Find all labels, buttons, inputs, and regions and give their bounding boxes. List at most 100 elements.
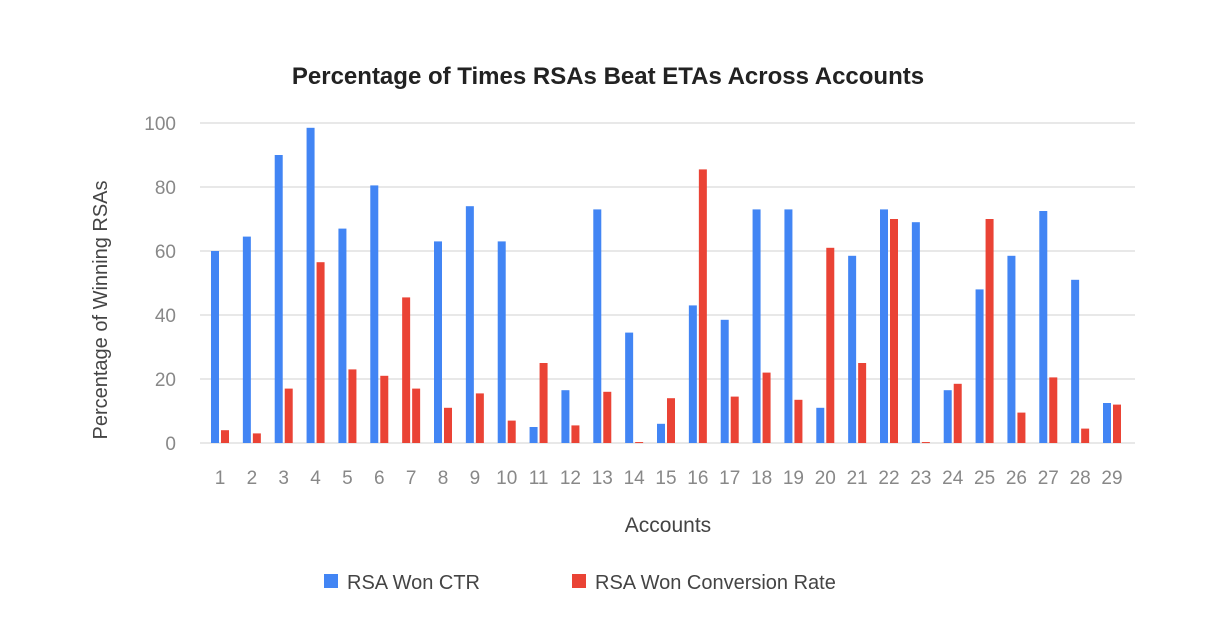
bar-ctr-12 [561, 390, 570, 443]
x-tick-label: 11 [529, 468, 549, 489]
bar-ctr-13 [593, 209, 602, 443]
x-axis-label: Accounts [625, 514, 711, 537]
legend-label-conversion: RSA Won Conversion Rate [595, 572, 836, 594]
bar-conversion-23 [921, 442, 930, 444]
bar-conversion-16 [698, 169, 707, 443]
bar-conversion-18 [762, 372, 771, 443]
x-tick-label: 12 [560, 468, 581, 489]
bar-conversion-14 [635, 442, 644, 444]
x-tick-label: 21 [847, 468, 868, 489]
bar-conversion-5 [348, 369, 357, 443]
bar-ctr-8 [434, 241, 442, 443]
x-tick-label: 26 [1006, 468, 1027, 489]
bar-conversion-20 [826, 247, 835, 443]
x-tick-label: 4 [310, 468, 321, 489]
x-tick-label: 15 [655, 468, 676, 489]
y-axis-label: Percentage of Winning RSAs [90, 180, 112, 439]
x-tick-label: 23 [910, 468, 931, 489]
y-tick-label: 40 [155, 306, 176, 327]
bar-conversion-17 [730, 396, 739, 443]
bar-ctr-1 [211, 251, 219, 443]
bar-ctr-21 [848, 255, 857, 443]
bar-conversion-15 [667, 398, 675, 443]
bar-ctr-26 [1007, 255, 1016, 443]
bar-ctr-20 [816, 407, 825, 443]
x-tick-label: 27 [1038, 468, 1059, 489]
bar-ctr-10 [497, 241, 506, 443]
bar-conversion-26 [1017, 412, 1026, 443]
x-tick-label: 14 [624, 468, 646, 489]
bar-conversion-4 [316, 262, 325, 443]
bar-conversion-29 [1113, 404, 1121, 443]
bar-conversion-21 [858, 363, 867, 443]
bar-ctr-9 [465, 206, 474, 443]
x-tick-label: 22 [878, 468, 899, 489]
bar-ctr-5 [338, 228, 347, 443]
x-tick-label: 7 [406, 468, 417, 489]
bar-ctr-23 [911, 222, 920, 443]
x-tick-label: 18 [751, 468, 772, 489]
bar-conversion-12 [571, 425, 580, 443]
legend-label-ctr: RSA Won CTR [347, 572, 480, 594]
y-tick-label: 80 [155, 178, 176, 199]
x-tick-label: 5 [342, 468, 353, 489]
bar-conversion-19 [794, 399, 803, 443]
chart-title: Percentage of Times RSAs Beat ETAs Acros… [292, 63, 924, 90]
y-tick-label: 60 [155, 242, 176, 263]
x-tick-label: 2 [247, 468, 258, 489]
bar-conversion-10 [507, 420, 516, 443]
bar-ctr-18 [752, 209, 761, 443]
x-tick-label: 9 [470, 468, 481, 489]
x-tick-label: 24 [942, 468, 964, 489]
x-tick-label: 20 [815, 468, 836, 489]
x-tick-label: 29 [1101, 468, 1122, 489]
bar-conversion-7 [412, 388, 421, 443]
bar-ctr-17 [720, 319, 729, 443]
bar-ctr-2 [242, 236, 251, 443]
bar-ctr-14 [625, 332, 634, 443]
x-tick-label: 10 [496, 468, 517, 489]
bar-conversion-22 [890, 219, 898, 443]
y-tick-label: 0 [165, 434, 176, 455]
x-tick-label: 8 [438, 468, 449, 489]
bar-ctr-11 [529, 427, 538, 443]
bar-conversion-8 [444, 407, 452, 443]
bar-conversion-1 [221, 430, 229, 443]
bar-ctr-27 [1039, 211, 1048, 443]
bar-conversion-3 [284, 388, 293, 443]
x-tick-label: 1 [215, 468, 226, 489]
legend-swatch-ctr [324, 574, 338, 588]
bar-conversion-2 [252, 433, 261, 443]
bar-conversion-28 [1081, 428, 1090, 443]
bar-ctr-4 [306, 127, 315, 444]
bar-conversion-13 [603, 391, 612, 443]
bar-ctr-29 [1103, 403, 1111, 443]
bar-ctr-28 [1071, 279, 1080, 443]
bar-ctr-25 [975, 289, 984, 443]
legend: RSA Won CTR RSA Won Conversion Rate [324, 572, 836, 594]
bar-conversion-25 [985, 219, 994, 443]
x-tick-label: 28 [1070, 468, 1091, 489]
y-tick-label: 100 [144, 114, 176, 135]
x-tick-label: 3 [278, 468, 289, 489]
bar-conversion-27 [1049, 377, 1058, 443]
x-tick-label: 25 [974, 468, 995, 489]
bar-ctr-7 [402, 297, 411, 443]
legend-swatch-conversion [572, 574, 586, 588]
x-tick-label: 19 [783, 468, 804, 489]
bar-conversion-6 [380, 375, 389, 443]
bar-conversion-9 [475, 393, 484, 443]
y-tick-label: 20 [155, 370, 176, 391]
bar-ctr-19 [784, 209, 793, 443]
bar-conversion-11 [539, 363, 548, 443]
bar-ctr-16 [688, 305, 697, 443]
x-tick-label: 16 [687, 468, 708, 489]
bar-ctr-3 [274, 155, 283, 443]
x-tick-label: 13 [592, 468, 613, 489]
bar-ctr-15 [657, 423, 665, 443]
bar-ctr-6 [370, 185, 379, 443]
x-tick-label: 17 [719, 468, 740, 489]
bar-conversion-24 [953, 383, 962, 443]
x-tick-label: 6 [374, 468, 385, 489]
